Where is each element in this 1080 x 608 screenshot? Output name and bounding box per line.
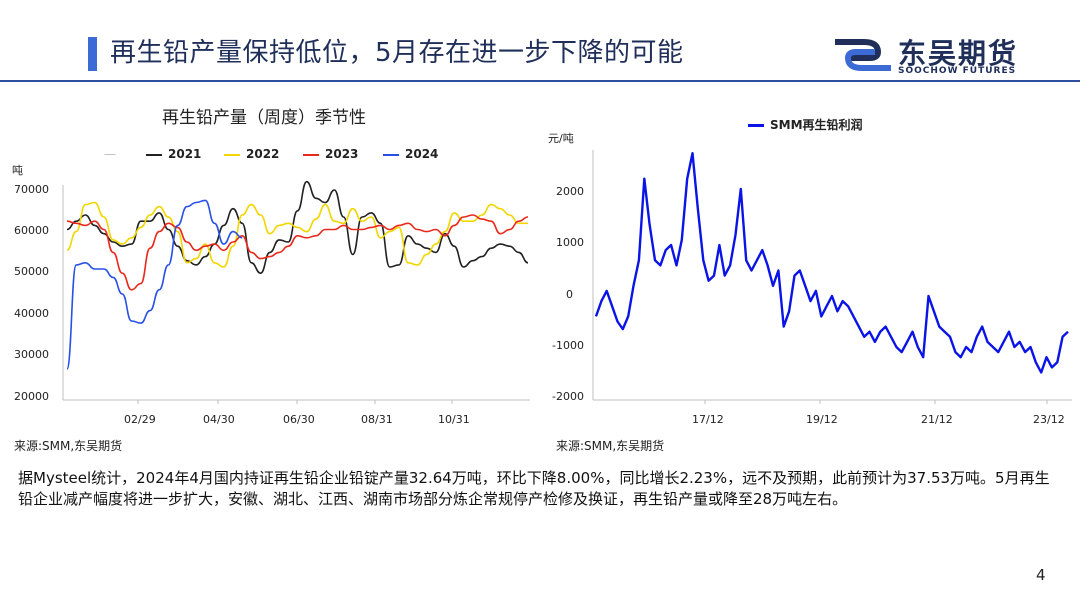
chart2-source: 来源:SMM,东吴期货 (556, 439, 665, 453)
chart2-series-profit (594, 152, 1069, 374)
chart2-y-unit: 元/吨 (548, 132, 574, 145)
chart1-legend-item-2023: 2023 (303, 147, 358, 161)
chart1-source: 来源:SMM,东吴期货 (14, 439, 123, 453)
chart1-x-tick: 10/31 (438, 413, 470, 426)
chart2-x-tick: 17/12 (692, 413, 724, 426)
chart1-y-tick: 70000 (14, 183, 49, 196)
logo-subtext: SOOCHOW FUTURES (898, 66, 1017, 76)
chart1-legend-label: — (104, 147, 116, 161)
chart1-legend-label: 2023 (325, 147, 359, 161)
chart2-x-tick: 19/12 (806, 413, 838, 426)
chart1-series-2022 (66, 201, 528, 268)
chart1-legend-item-blank: — (104, 147, 116, 161)
chart2-y-tick: 2000 (556, 185, 584, 198)
chart1-x-tick: 08/31 (361, 413, 393, 426)
body-paragraph: 据Mysteel统计，2024年4月国内持证再生铅企业铅锭产量32.64万吨，环… (18, 469, 1050, 508)
chart1-legend-label: 2024 (405, 147, 439, 161)
chart1-legend-label: 2022 (246, 147, 280, 161)
chart2-y-tick: -1000 (552, 339, 584, 352)
page-number: 4 (1036, 566, 1046, 584)
chart1-title: 再生铅产量（周度）季节性 (162, 108, 366, 128)
chart2-x-tick: 21/12 (921, 413, 953, 426)
chart1-x-tick: 04/30 (203, 413, 235, 426)
chart1-legend-item-2024: 2024 (383, 147, 438, 161)
chart1-series-2021 (66, 180, 529, 275)
chart2-legend-item: SMM再生铅利润 (748, 116, 863, 133)
chart2-y-tick: 1000 (556, 236, 584, 249)
title-accent-bar (88, 37, 97, 71)
chart2-legend-label: SMM再生铅利润 (770, 118, 863, 132)
chart1-legend-item-2021: 2021 (146, 147, 201, 161)
chart1-y-tick: 30000 (14, 348, 49, 361)
header-divider (0, 80, 1080, 82)
chart1-x-tick: 06/30 (283, 413, 315, 426)
chart1-y-unit: 吨 (12, 164, 23, 177)
chart1-series-2024 (66, 199, 243, 370)
chart1-y-tick: 40000 (14, 307, 49, 320)
logo-text: 东吴期货 (898, 37, 1019, 70)
chart1-y-tick: 20000 (14, 390, 49, 403)
chart2-y-tick: -2000 (552, 390, 584, 403)
soochow-logo-icon (835, 39, 891, 71)
chart1-x-tick: 02/29 (124, 413, 156, 426)
chart1-legend-item-2022: 2022 (224, 147, 279, 161)
chart1-legend-label: 2021 (168, 147, 202, 161)
page-title: 再生铅产量保持低位，5月存在进一步下降的可能 (110, 38, 684, 68)
chart1-series-2023 (66, 214, 529, 291)
chart2-x-tick: 23/12 (1033, 413, 1065, 426)
chart2-y-tick: 0 (566, 288, 573, 301)
chart1-y-tick: 60000 (14, 224, 49, 237)
chart1-y-tick: 50000 (14, 265, 49, 278)
